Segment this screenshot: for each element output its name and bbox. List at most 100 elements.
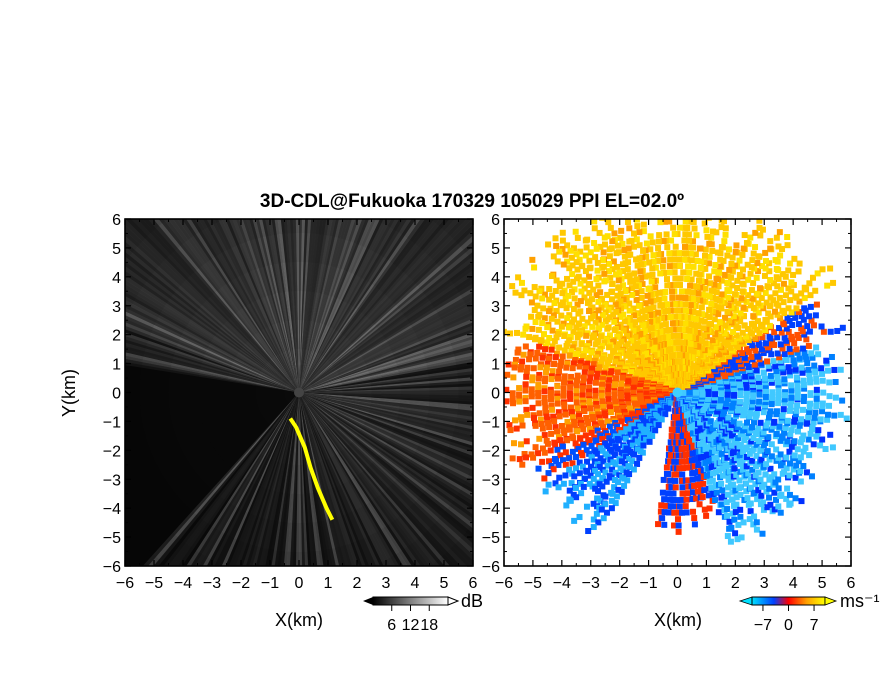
velocity-pixel [634,359,641,366]
velocity-pixel [758,321,765,328]
velocity-pixel [512,417,519,424]
velocity-pixel [699,390,706,397]
intensity-ray [221,392,299,566]
velocity-pixel [566,352,573,359]
velocity-pixel [513,425,520,432]
velocity-pixel [572,454,579,461]
velocity-pixel [655,257,662,264]
velocity-pixel [752,229,759,236]
velocity-pixel [781,396,788,403]
velocity-pixel [607,224,614,231]
velocity-pixel [826,379,833,386]
velocity-pixel [780,319,787,326]
velocity-pixel [586,439,593,446]
velocity-pixel [777,357,784,364]
velocity-pixel [667,314,674,321]
velocity-pixel [655,251,662,258]
velocity-pixel [660,269,667,276]
velocity-pixel [613,250,620,257]
velocity-pixel [555,461,562,468]
velocity-pixel [700,480,707,487]
velocity-pixel [741,232,748,239]
velocity-pixel [627,278,634,285]
velocity-pixel [750,387,757,394]
velocity-pixel [561,403,568,410]
velocity-pixel [621,253,628,260]
velocity-pixel [755,300,762,307]
velocity-pixel [680,490,687,497]
velocity-pixel [594,495,601,502]
velocity-pixel [689,308,696,315]
velocity-pixel [510,374,517,381]
velocity-pixel [582,252,589,259]
x-tick-label: −1 [639,575,657,592]
velocity-pixel [604,291,611,298]
velocity-pixel [694,357,701,364]
velocity-pixel [633,296,640,303]
velocity-pixel [755,309,762,316]
velocity-pixel [749,257,756,264]
velocity-pixel [689,289,696,296]
velocity-pixel [678,288,685,295]
velocity-pixel [740,304,747,311]
velocity-pixel [505,361,512,368]
velocity-pixel [605,383,612,390]
velocity-pixel [739,280,746,287]
velocity-pixel [730,329,737,336]
velocity-pixel [786,448,793,455]
velocity-pixel [515,346,522,353]
velocity-pixel [675,528,682,535]
velocity-pixel [539,295,546,302]
velocity-pixel [770,358,777,365]
velocity-pixel [573,377,580,384]
velocity-pixel [602,501,609,508]
velocity-pixel [546,424,553,431]
velocity-pixel [553,350,560,357]
velocity-pixel [620,327,627,334]
velocity-pixel [839,324,846,331]
velocity-pixel [646,423,653,430]
velocity-pixel [788,390,795,397]
velocity-pixel [804,323,811,330]
velocity-pixel [685,288,692,295]
intensity-ray [299,392,473,493]
velocity-pixel [827,328,834,335]
velocity-pixel [675,307,682,314]
velocity-pixel [700,325,707,332]
velocity-pixel [655,521,662,528]
velocity-pixel [830,279,837,286]
velocity-pixel [693,270,700,277]
velocity-pixel [829,444,836,451]
velocity-pixel [682,452,689,459]
velocity-pixel [695,207,701,213]
velocity-pixel [728,260,735,267]
intensity-ray [295,219,299,393]
intensity-ray [202,392,299,566]
velocity-pixel [570,306,577,313]
velocity-pixel [604,419,611,426]
intensity-ray [299,219,306,393]
velocity-pixel [561,332,568,339]
velocity-pixel [579,353,586,360]
velocity-pixel [750,521,757,528]
velocity-pixel [790,357,797,364]
velocity-pixel [771,329,778,336]
velocity-pixel [774,375,781,382]
velocity-pixel [586,378,593,385]
velocity-pixel [758,211,764,217]
velocity-pixel [697,474,704,481]
velocity-pixel [572,228,579,235]
y-tick-label: −2 [103,443,121,460]
velocity-pixel [697,297,704,304]
velocity-pixel [588,442,595,449]
intensity-ray [299,392,473,486]
velocity-pixel [780,406,787,413]
velocity-pixel [753,367,760,374]
velocity-pixel [593,424,600,431]
velocity-pixel [602,493,609,500]
velocity-pixel [733,242,740,249]
velocity-pixel [543,437,550,444]
velocity-pixel [701,487,708,494]
velocity-pixel [687,464,694,471]
velocity-pixel [622,435,629,442]
